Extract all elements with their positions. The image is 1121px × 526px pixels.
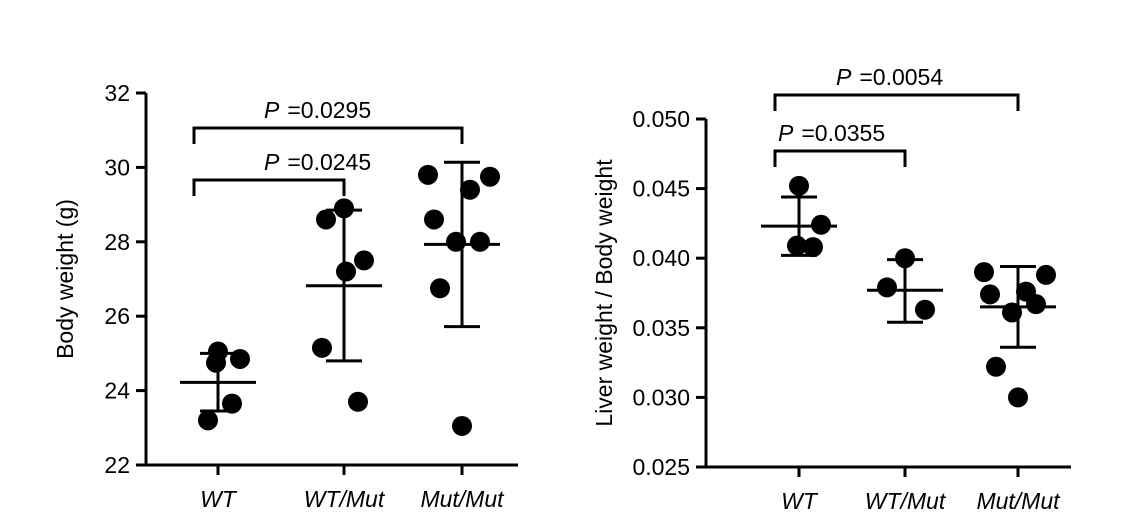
p-value: =0.0355 — [801, 120, 885, 146]
x-category-label: Mut/Mut — [976, 488, 1061, 514]
data-point — [336, 261, 356, 282]
p-symbol: P — [264, 149, 280, 175]
data-point — [222, 393, 242, 414]
data-point — [198, 410, 218, 431]
data-point — [418, 164, 438, 185]
data-point — [334, 198, 354, 219]
y-tick-label: 22 — [104, 452, 130, 478]
p-symbol: P — [264, 97, 280, 123]
data-point — [789, 175, 809, 196]
x-category-label: WT/Mut — [304, 486, 386, 512]
data-point — [915, 299, 935, 320]
data-point — [316, 209, 336, 230]
data-point — [424, 209, 444, 230]
y-tick-label: 0.030 — [632, 384, 690, 410]
data-point — [811, 214, 831, 235]
data-point — [446, 231, 466, 252]
data-point — [452, 415, 472, 436]
y-tick-label: 0.025 — [632, 454, 690, 480]
p-symbol: P — [836, 64, 852, 90]
data-point — [480, 166, 500, 187]
x-category-label: Mut/Mut — [420, 486, 505, 512]
p-value-label: P =0.0355 — [778, 120, 885, 146]
y-tick-label: 32 — [104, 80, 130, 106]
data-point — [1008, 387, 1028, 408]
data-point — [1026, 294, 1046, 315]
y-tick-label: 0.035 — [632, 315, 690, 341]
data-point — [803, 237, 823, 258]
y-tick-label: 24 — [104, 378, 130, 404]
p-value: =0.0054 — [859, 64, 943, 90]
data-point — [430, 278, 450, 299]
data-point — [787, 235, 807, 256]
significance-bracket — [773, 149, 907, 167]
significance-bracket — [192, 178, 346, 196]
y-axis-label: Liver weight / Body weight — [591, 159, 617, 427]
data-point — [986, 356, 1006, 377]
y-tick-label: 26 — [104, 303, 130, 329]
p-value: =0.0295 — [287, 97, 371, 123]
y-tick-label: 0.040 — [632, 245, 690, 271]
significance-bracket — [192, 126, 464, 144]
x-category-label: WT — [781, 488, 819, 514]
y-tick-label: 0.045 — [632, 176, 690, 202]
x-category-label: WT/Mut — [865, 488, 947, 514]
data-point — [230, 348, 250, 369]
x-category-label: WT — [200, 486, 238, 512]
data-point — [470, 231, 490, 252]
y-tick-label: 28 — [104, 229, 130, 255]
chart-panel-2: 0.025 0.030 0.035 0.040 0.045 0.050 WT WT/Mut Mu… — [591, 64, 1071, 514]
p-value-label: P =0.0054 — [836, 64, 943, 90]
data-point — [974, 262, 994, 283]
y-tick-label: 30 — [104, 154, 130, 180]
significance-bracket — [773, 93, 1020, 111]
p-symbol: P — [778, 120, 794, 146]
p-value-label: P =0.0245 — [264, 149, 371, 175]
data-point — [348, 391, 368, 412]
p-value-label: P =0.0295 — [264, 97, 371, 123]
data-point — [312, 337, 332, 358]
data-point — [895, 248, 915, 269]
data-point — [1002, 302, 1022, 323]
chart-panel-1: 22 24 26 28 30 32 WT WT/Mut Mut/Mut Body weight (… — [52, 80, 518, 512]
data-point — [206, 352, 226, 373]
data-point — [1036, 264, 1056, 285]
p-value: =0.0245 — [287, 149, 371, 175]
y-axis-label: Body weight (g) — [52, 199, 78, 359]
data-point — [354, 250, 374, 271]
data-point — [877, 277, 897, 298]
data-point — [980, 284, 1000, 305]
data-point — [460, 179, 480, 200]
y-tick-label: 0.050 — [632, 106, 690, 132]
